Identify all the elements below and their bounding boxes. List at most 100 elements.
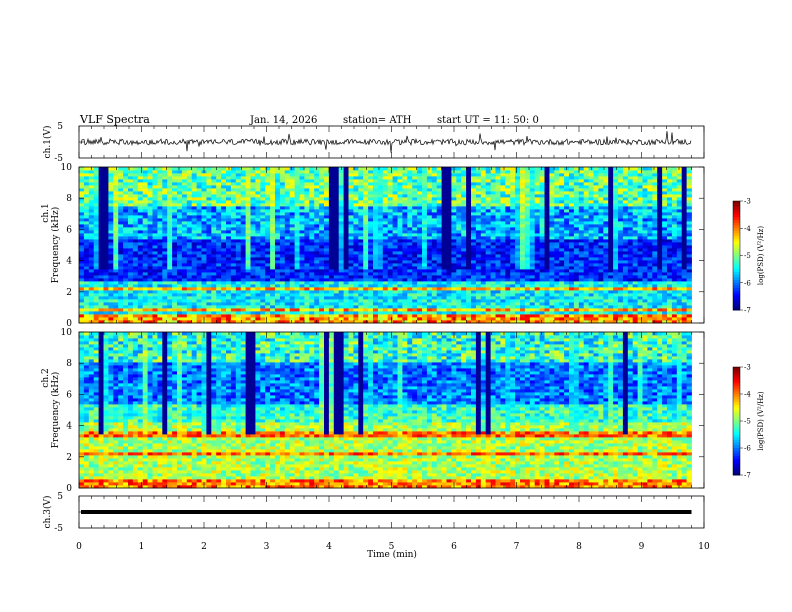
colorbar-segment [733, 396, 740, 400]
colorbar-segment [733, 458, 740, 462]
colorbar-segment [733, 274, 740, 278]
colorbar-segment [733, 247, 740, 251]
colorbar-segment [733, 304, 740, 308]
ch3-waveform-panel: 5 -5ch.3(V) [42, 492, 705, 534]
colorbar-segment [733, 426, 740, 430]
colorbar-segment [733, 244, 740, 248]
x-tick-label: 0 [76, 542, 82, 552]
colorbar-segment [733, 209, 740, 213]
colorbar-tick-label: -6 [744, 445, 751, 453]
colorbar-segment [733, 266, 740, 270]
colorbar-segment [733, 464, 740, 468]
colorbar-segment [733, 285, 740, 289]
spectrogram-cells [79, 332, 692, 489]
colorbar-segment [733, 214, 740, 218]
colorbar-segment [733, 439, 740, 444]
colorbar-tick-label: -4 [744, 391, 751, 399]
colorbar-label: log(PSD) (V²/Hz) [757, 391, 765, 450]
colorbar-segment [733, 299, 740, 303]
start-ut-label: start UT = 11: 50: 0 [437, 115, 539, 126]
colorbar-segment [733, 437, 740, 441]
colorbar-segment [733, 377, 740, 381]
colorbar-segment [733, 394, 740, 398]
y-tick-label: 2 [66, 288, 72, 298]
colorbar-segment [733, 466, 740, 471]
colorbar-label: log(PSD) (V²/Hz) [757, 226, 765, 285]
colorbar-segment [733, 450, 740, 454]
colorbar-segment [733, 434, 740, 438]
colorbar-segment [733, 407, 740, 411]
colorbar-segment [733, 391, 740, 395]
colorbar-tick-label: -5 [744, 252, 751, 260]
colorbar-segment [733, 421, 740, 425]
colorbar-tick-label: -3 [744, 364, 751, 372]
colorbar-segment [733, 410, 740, 414]
y-tick-label: 8 [66, 194, 72, 204]
colorbar-segment [733, 453, 740, 457]
colorbar-segment [733, 288, 740, 292]
colorbar-segment [733, 472, 740, 476]
colorbar-segment [733, 233, 740, 237]
y-axis-label: Frequency (kHz) [50, 372, 61, 449]
colorbar-segment [733, 412, 740, 417]
y-tick-label: 5 [57, 122, 63, 132]
colorbar-segment [733, 383, 740, 387]
colorbar-segment [733, 263, 740, 267]
colorbar-segment [733, 206, 740, 210]
colorbar-segment [733, 423, 740, 427]
colorbar-segment [733, 431, 740, 435]
y-tick-label: -5 [54, 524, 63, 534]
colorbar-segment [733, 456, 740, 460]
colorbar-segment [733, 442, 740, 446]
colorbar-tick-label: -7 [744, 307, 751, 315]
x-tick-label: 1 [139, 542, 145, 552]
colorbar-segment [733, 469, 740, 473]
colorbar-segment [733, 380, 740, 384]
colorbar-segment [733, 369, 740, 373]
colorbar-segment [733, 429, 740, 433]
ch1-waveform-panel: 5 -5ch.1(V) [42, 122, 705, 164]
colorbar-segment [733, 236, 740, 240]
y-tick-label: 0 [66, 484, 72, 494]
date-label: Jan. 14, 2026 [249, 115, 317, 126]
y-tick-label: -5 [54, 154, 63, 164]
colorbar-segment [733, 367, 740, 371]
ch1-colorbar: -3 -4 -5 -6 -7 log(PSD) (V²/Hz) [732, 198, 765, 315]
colorbar-segment [733, 220, 740, 224]
colorbar-segment [733, 282, 740, 286]
colorbar-segment [733, 388, 740, 392]
x-tick-label: 9 [639, 542, 645, 552]
x-tick-label: 2 [201, 542, 207, 552]
x-tick-label: 6 [451, 542, 457, 552]
colorbar-segment [733, 399, 740, 403]
colorbar-segment [733, 307, 740, 311]
y-tick-label: 0 [66, 319, 72, 329]
colorbar-segment [733, 385, 740, 390]
colorbar-segment [733, 255, 740, 259]
colorbar-segment [733, 461, 740, 465]
figure-title: VLF Spectra [79, 113, 150, 126]
x-tick-label: 7 [514, 542, 520, 552]
colorbar-segment [733, 293, 740, 297]
colorbar-segment [733, 241, 740, 246]
time-axis: 0 1 2 3 4 5 6 7 8 9 10 [76, 542, 710, 552]
colorbar-tick-label: -7 [744, 472, 751, 480]
colorbar-segment [733, 201, 740, 205]
colorbar-segment [733, 418, 740, 422]
y-tick-label: 2 [66, 453, 72, 463]
colorbar-segment [733, 217, 740, 221]
colorbar-segment [733, 415, 740, 419]
ch1-signal-line [80, 131, 692, 153]
colorbar-tick-label: -3 [744, 198, 751, 206]
colorbar-tick-label: -6 [744, 279, 751, 287]
y-axis-label: ch.1(V) [42, 126, 53, 159]
colorbar-segment [733, 402, 740, 406]
colorbar-segment [733, 404, 740, 408]
channel-label: ch.2 [41, 368, 51, 387]
colorbar-segment [733, 269, 740, 273]
colorbar-tick-label: -4 [744, 225, 751, 233]
colorbar-segment [733, 277, 740, 281]
x-tick-label: 4 [326, 542, 332, 552]
y-axis-label: ch.3(V) [42, 496, 53, 529]
